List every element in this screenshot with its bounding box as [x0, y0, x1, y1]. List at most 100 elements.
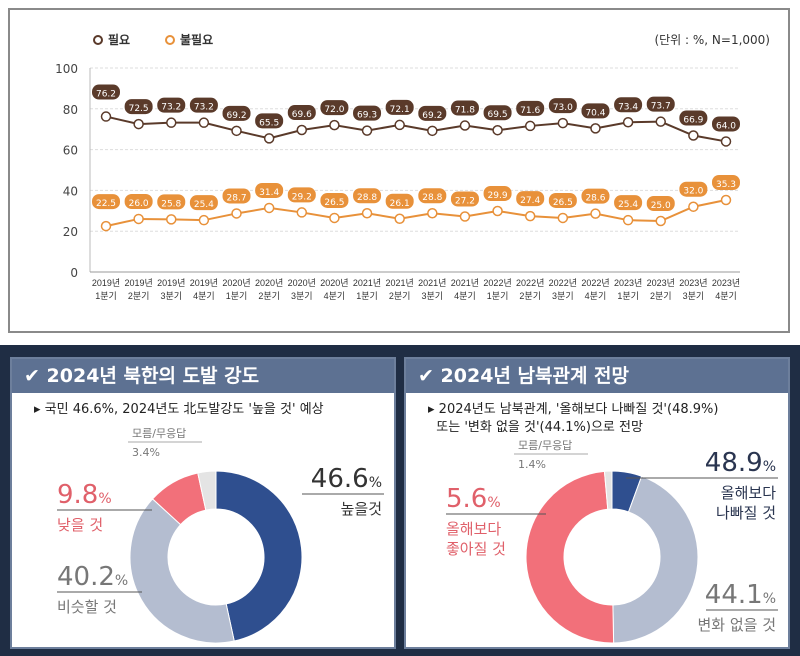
y-tick-label: 0 — [70, 266, 78, 280]
data-label: 28.7 — [227, 193, 247, 203]
data-label-bg — [712, 116, 740, 132]
data-label-bg — [516, 100, 545, 116]
data-label: 27.4 — [520, 196, 540, 206]
slice-label: 올해보다 — [721, 484, 776, 502]
data-label-bg — [548, 98, 577, 114]
data-label: 71.6 — [520, 106, 540, 116]
data-label: 66.9 — [683, 116, 703, 126]
data-point — [394, 119, 405, 131]
data-label-bg — [483, 186, 512, 202]
y-tick-label: 40 — [63, 184, 78, 198]
series-line — [105, 115, 727, 143]
x-tick-label: 2분기 — [128, 291, 150, 301]
data-label-bg — [287, 105, 316, 121]
donut-slice — [612, 475, 699, 644]
slice-label: 좋아질 것 — [446, 540, 506, 558]
x-tick-label: 3분기 — [291, 291, 313, 301]
data-label-bg — [679, 110, 708, 126]
data-label: 69.5 — [488, 110, 508, 120]
x-tick-label: 2022년 — [483, 278, 511, 288]
data-point — [133, 213, 144, 225]
slice-value: 3.4% — [132, 446, 160, 459]
data-label: 76.2 — [96, 90, 116, 100]
data-point — [524, 210, 536, 222]
donut-slice — [525, 470, 615, 644]
data-label: 69.2 — [227, 111, 247, 121]
slice-label: 낮을 것 — [57, 516, 103, 534]
panel-title: ✔ 2024년 남북관계 전망 — [406, 359, 788, 393]
data-point — [590, 208, 601, 219]
slice-label: 모름/무응답 — [518, 439, 572, 452]
x-tick-label: 2023년 — [647, 278, 675, 288]
data-point — [263, 133, 275, 144]
x-tick-label: 2021년 — [386, 278, 414, 288]
line-chart: 0 20 40 60 80 100 2019년 1분기 2019년 2분기 2019년 3분기 2019… — [55, 32, 770, 301]
data-label: 29.9 — [488, 191, 508, 201]
x-tick-label: 2022년 — [516, 278, 544, 288]
data-label: 26.0 — [129, 199, 149, 209]
data-point — [427, 125, 438, 137]
data-point — [590, 123, 601, 134]
data-label-bg — [712, 174, 740, 190]
data-point — [720, 194, 732, 206]
data-label-bg — [581, 103, 610, 119]
data-point — [361, 207, 373, 219]
subtitle-text: 국민 46.6%, 2024년도 北도발강도 '높을 것' 예상 — [44, 402, 324, 417]
data-label: 70.4 — [585, 108, 605, 118]
title-text: 2024년 북한의 도발 강도 — [46, 365, 260, 387]
data-label-bg — [483, 105, 512, 121]
data-point — [557, 117, 569, 129]
data-label-bg — [189, 195, 218, 211]
data-point — [166, 117, 177, 128]
x-tick-label: 2분기 — [258, 291, 280, 301]
data-label: 69.6 — [292, 110, 312, 120]
data-label: 71.8 — [455, 106, 475, 116]
x-tick-label: 1분기 — [226, 291, 248, 301]
data-label: 28.6 — [585, 194, 605, 204]
x-tick-label: 3분기 — [160, 291, 182, 301]
data-label-bg — [222, 105, 251, 121]
provocation-panel: ✔ 2024년 북한의 도발 강도 ▸ 국민 46.6%, 2024년도 北도발… — [10, 357, 396, 649]
donut-chart-provocation: 46.6% 높을것 40.2% 비슷할 것 9.8% 낮을 것 모름/무응답 3.4% — [57, 427, 384, 644]
x-tick-label: 2023년 — [614, 278, 642, 288]
data-point — [394, 213, 405, 225]
data-point — [427, 207, 438, 219]
data-label: 65.5 — [259, 118, 279, 128]
data-point — [720, 136, 732, 147]
data-label-bg — [385, 99, 414, 115]
data-label-bg — [418, 188, 447, 204]
slice-label: 비슷할 것 — [57, 598, 117, 616]
legend-marker — [165, 35, 175, 45]
x-tick-label: 2020년 — [320, 278, 348, 288]
slice-label: 모름/무응답 — [132, 427, 186, 440]
x-tick-label: 2020년 — [288, 278, 316, 288]
data-label: 73.2 — [161, 103, 181, 113]
data-label: 26.1 — [390, 199, 410, 209]
data-label: 73.7 — [651, 102, 671, 112]
donut-section: ✔ 2024년 북한의 도발 강도 ▸ 국민 46.6%, 2024년도 北도발… — [0, 345, 800, 656]
data-label-bg — [320, 100, 349, 116]
title-text: 2024년 남북관계 전망 — [440, 365, 630, 387]
data-label-bg — [385, 193, 414, 209]
x-tick-label: 2019년 — [157, 278, 185, 288]
x-tick-label: 2021년 — [418, 278, 446, 288]
slice-value: 48.9% — [705, 448, 776, 478]
data-point — [296, 124, 308, 136]
data-label: 69.3 — [357, 111, 377, 121]
data-point — [622, 117, 634, 128]
relations-panel: ✔ 2024년 남북관계 전망 ▸ 2024년도 남북관계, '올해보다 나빠질… — [404, 357, 790, 649]
data-label-bg — [353, 105, 382, 121]
x-tick-label: 2020년 — [255, 278, 283, 288]
data-label: 25.4 — [194, 200, 214, 210]
data-label-bg — [450, 191, 479, 207]
x-tick-label: 2023년 — [679, 278, 707, 288]
slice-value: 5.6% — [446, 484, 501, 514]
x-tick-label: 2020년 — [222, 278, 250, 288]
data-label: 25.0 — [651, 201, 671, 211]
data-label: 72.1 — [390, 105, 410, 115]
x-tick-label: 4분기 — [715, 291, 737, 301]
data-label: 73.4 — [618, 102, 638, 112]
data-point — [231, 208, 242, 219]
data-label-bg — [581, 188, 610, 204]
slice-value: 40.2% — [57, 562, 128, 592]
